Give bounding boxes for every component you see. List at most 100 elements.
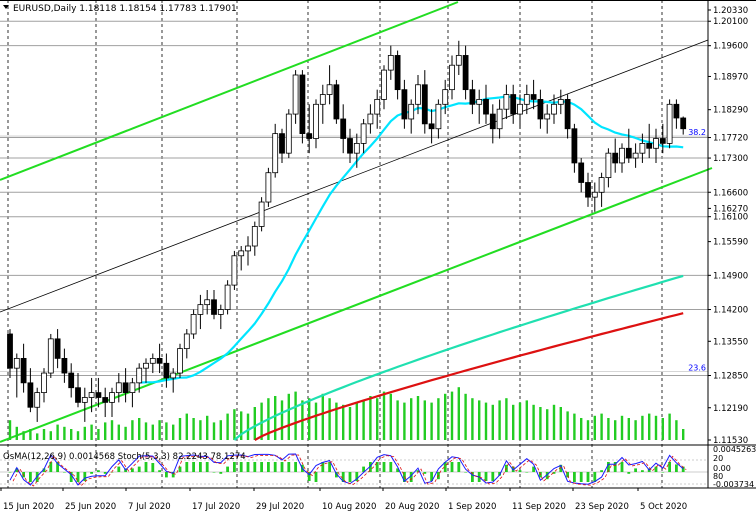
osma-bar	[103, 472, 107, 474]
candlesticks[interactable]	[7, 40, 687, 422]
time-tick-label: 5 Oct 2020	[640, 502, 687, 512]
osma-bar	[29, 472, 32, 482]
candle-body	[510, 94, 517, 115]
osma-bar	[464, 472, 467, 473]
candle-body	[170, 372, 177, 379]
price-tick-label: 1.20330	[713, 6, 748, 16]
histogram-bar	[97, 429, 100, 440]
candle-body	[163, 362, 170, 379]
osma-bar	[613, 462, 617, 472]
osma-bar	[144, 462, 148, 472]
histogram-bar	[437, 398, 440, 440]
candle-body	[360, 123, 367, 144]
histogram-bar	[396, 400, 399, 440]
histogram-bar	[661, 418, 664, 440]
osma-bar	[253, 462, 257, 472]
histogram-bar	[539, 407, 542, 440]
price-tick-label: 1.13550	[713, 337, 748, 347]
histogram-bar	[586, 420, 590, 440]
indicator-tick-label: 20	[713, 454, 723, 463]
ma-200-line	[233, 274, 684, 441]
histogram-bar	[104, 422, 107, 440]
candle-body	[530, 94, 537, 100]
osma-bar	[8, 472, 12, 473]
osma-bar	[484, 472, 488, 481]
histogram-bar	[505, 398, 508, 440]
candle-body	[136, 367, 143, 384]
chart-title: EURUSD,Daily 1.18118 1.18154 1.17783 1.1…	[13, 4, 237, 14]
candle-body	[238, 250, 245, 257]
time-axis: 15 Jun 2020 25 Jun 2020 7 Jul 2020 17 Jul 2…	[0, 488, 687, 512]
price-tick-label: 1.16600	[713, 188, 748, 198]
candle-body	[265, 172, 272, 203]
histogram-bar	[328, 398, 331, 440]
histogram-bar	[410, 398, 413, 440]
osma-bar	[545, 472, 549, 480]
histogram-bar	[165, 422, 168, 440]
osma-bar	[335, 472, 338, 478]
histogram-bar	[144, 422, 148, 440]
histogram-bar	[600, 413, 603, 440]
candle-body	[462, 55, 469, 91]
time-tick-label: 7 Jul 2020	[128, 502, 171, 512]
osma-bar	[416, 470, 420, 472]
osma-bar	[634, 468, 637, 472]
price-tick-label: 1.14200	[713, 306, 748, 316]
histogram-bar	[403, 402, 406, 440]
osma-bar	[49, 462, 53, 472]
candle-body	[285, 113, 292, 154]
fibonacci-label: 23.6	[688, 364, 706, 373]
histogram-bar	[199, 420, 202, 440]
osma-bar	[443, 462, 447, 472]
histogram-bar	[580, 418, 583, 440]
histogram-bar	[42, 429, 46, 440]
osma-bar	[328, 462, 331, 472]
osma-bar	[131, 468, 134, 472]
candle-body	[578, 162, 585, 183]
histogram-bar	[63, 426, 66, 440]
candle-body	[605, 152, 612, 179]
histogram-bar	[369, 396, 372, 440]
candle-body	[7, 333, 13, 369]
osma-bar	[681, 466, 685, 472]
histogram-bar	[287, 393, 290, 440]
osma-bar	[593, 472, 597, 482]
osma-bar	[627, 472, 631, 474]
histogram-bar	[49, 431, 52, 440]
candle-body	[258, 201, 265, 227]
osma-bar	[287, 462, 291, 472]
histogram-bar	[206, 415, 209, 440]
candle-body	[469, 89, 476, 105]
histogram-bar	[512, 404, 515, 440]
osma-bar	[409, 472, 413, 482]
candle-body	[245, 245, 251, 252]
histogram-bar	[212, 422, 216, 440]
osma-bar	[117, 466, 121, 472]
time-tick-label: 25 Jun 2020	[65, 502, 116, 512]
price-tick-label: 1.19600	[713, 42, 748, 52]
histogram-bar	[525, 400, 528, 440]
candle-body	[279, 133, 285, 154]
histogram-bar	[253, 407, 256, 440]
histogram-bar	[627, 418, 630, 440]
histogram-bar	[151, 424, 154, 440]
osma-bar	[171, 472, 175, 478]
histogram-bar	[233, 409, 236, 440]
histogram-bar	[654, 415, 658, 440]
candle-body	[673, 103, 680, 119]
candle-body	[102, 397, 109, 403]
osma-bar	[403, 472, 406, 482]
candle-body	[381, 69, 387, 100]
candle-body	[326, 84, 333, 95]
osma-bar	[518, 470, 522, 472]
price-tick-label: 1.16270	[713, 204, 748, 214]
candle-body	[204, 299, 211, 306]
time-tick-label: 20 Aug 2020	[385, 502, 439, 512]
histogram-bar	[348, 407, 352, 440]
histogram-bar	[559, 407, 562, 440]
candle-body	[442, 89, 449, 105]
osma-bar	[457, 462, 461, 472]
